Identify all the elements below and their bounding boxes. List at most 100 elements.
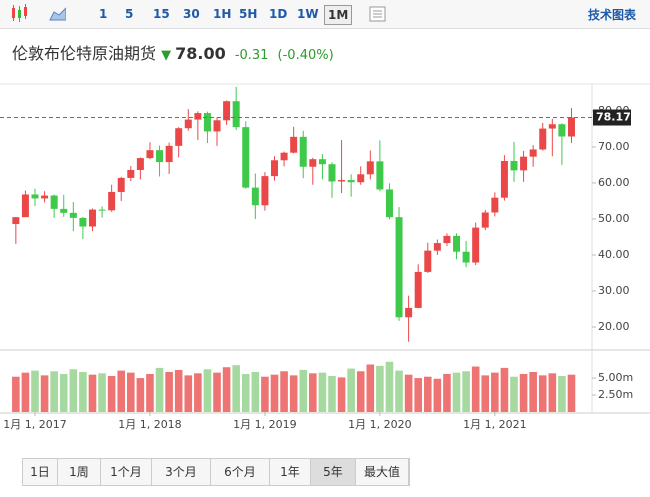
volume-bar — [280, 371, 288, 412]
interval-button[interactable]: 5H — [239, 7, 258, 21]
candle-body — [31, 194, 39, 199]
candle-body — [395, 217, 403, 318]
volume-bar — [222, 367, 231, 412]
candle-body — [251, 187, 259, 206]
volume-bar — [88, 374, 97, 412]
interval-button[interactable]: 15 — [153, 7, 170, 21]
candle-body — [165, 145, 173, 163]
candle-body — [347, 180, 355, 183]
volume-bar — [184, 375, 193, 412]
volume-bar — [40, 375, 49, 412]
candle-body — [491, 197, 499, 213]
volume-bar — [423, 376, 432, 412]
candle-body — [567, 117, 575, 137]
y-tick-label: 50.00 — [598, 212, 630, 225]
candle-body — [280, 152, 288, 161]
interval-button[interactable]: 1H — [213, 7, 232, 21]
interval-button[interactable]: 1M — [324, 5, 353, 25]
range-button[interactable]: 1日 — [23, 459, 58, 485]
candle-body — [184, 119, 192, 129]
volume-bar — [21, 372, 30, 412]
interval-button[interactable]: 5 — [125, 7, 134, 21]
range-button[interactable]: 最大值 — [356, 459, 409, 485]
candle-body — [21, 194, 29, 218]
volume-bar — [376, 365, 384, 412]
candle-body — [194, 113, 202, 120]
candle-body — [338, 180, 346, 182]
candle-body — [60, 208, 68, 213]
chart-type-icons — [12, 4, 66, 22]
volume-bar — [289, 375, 298, 412]
tech-chart-link[interactable]: 技术图表 — [572, 6, 636, 23]
candle-body — [146, 150, 154, 159]
y-tick-label: 60.00 — [598, 176, 630, 189]
volume-bar — [510, 376, 518, 412]
candle-body — [453, 235, 461, 252]
volume-bar — [146, 374, 154, 412]
candle-body — [462, 251, 470, 263]
volume-bar — [59, 374, 68, 412]
volume-bar — [395, 370, 403, 412]
volume-bar — [385, 361, 394, 412]
volume-bar — [366, 364, 375, 412]
volume-bar — [538, 375, 547, 412]
volume-tick-label: 5.00m — [598, 371, 633, 384]
candle-body — [299, 136, 307, 167]
range-button[interactable]: 1个月 — [101, 459, 152, 485]
range-button[interactable]: 3个月 — [152, 459, 211, 485]
candle-body — [261, 176, 269, 206]
y-tick-label: 30.00 — [598, 284, 630, 297]
quote-header: 伦敦布伦特原油期货 ▼ 78.00 -0.31 (-0.40%) — [12, 40, 334, 64]
volume-bar — [232, 365, 240, 412]
volume-bar — [203, 369, 212, 412]
candle-body — [242, 127, 250, 188]
volume-bar — [433, 378, 442, 412]
candle-body — [357, 174, 365, 183]
tech-chart-label: 技术图表 — [587, 8, 636, 22]
range-button[interactable]: 6个月 — [211, 459, 270, 485]
candle-body — [500, 160, 508, 198]
candle-body — [223, 101, 231, 121]
range-button[interactable]: 5年 — [311, 459, 356, 485]
candle-body — [175, 128, 183, 146]
chart: 20.0030.0040.0050.0060.0070.0080.002.50m… — [0, 83, 650, 431]
interval-button[interactable]: 1 — [99, 7, 108, 21]
candle-body — [290, 136, 298, 153]
change: -0.31 — [234, 48, 269, 63]
candle-body — [539, 128, 547, 150]
candle-body — [366, 161, 374, 175]
candle-body — [271, 160, 278, 177]
current-price-label: 78.17 — [596, 111, 631, 124]
volume-bar — [452, 372, 461, 412]
candle-body — [472, 227, 480, 263]
interval-button[interactable]: 1D — [269, 7, 288, 21]
candle-body — [529, 149, 537, 157]
candle-body — [510, 160, 518, 171]
volume-bar — [481, 375, 490, 412]
candle-body — [79, 217, 87, 227]
interval-button[interactable]: 1W — [297, 7, 319, 21]
settings-icon[interactable] — [368, 5, 388, 23]
y-tick-label: 40.00 — [598, 248, 630, 261]
toolbar: 1 5 15 30 1H 5H 1D 1W 1M 技术图表 — [0, 0, 650, 29]
candle-body — [443, 235, 451, 244]
range-button[interactable]: 1周 — [58, 459, 101, 485]
candle-body — [156, 150, 164, 163]
range-button[interactable]: 1年 — [270, 459, 311, 485]
interval-button[interactable]: 30 — [183, 7, 200, 21]
volume-bar — [347, 368, 355, 412]
candle-body — [318, 159, 326, 165]
candle-body — [520, 156, 528, 171]
volume-bar — [50, 371, 58, 412]
volume-bar — [443, 374, 451, 412]
volume-bar — [337, 377, 346, 412]
candle-body — [376, 161, 384, 190]
y-tick-label: 20.00 — [598, 320, 630, 333]
volume-bar — [567, 374, 576, 412]
volume-bar — [558, 376, 566, 412]
volume-bar — [251, 371, 260, 412]
volume-bar — [69, 369, 78, 412]
change-pct: (-0.40%) — [277, 48, 334, 63]
y-tick-label: 70.00 — [598, 140, 630, 153]
candle-body — [69, 212, 77, 218]
